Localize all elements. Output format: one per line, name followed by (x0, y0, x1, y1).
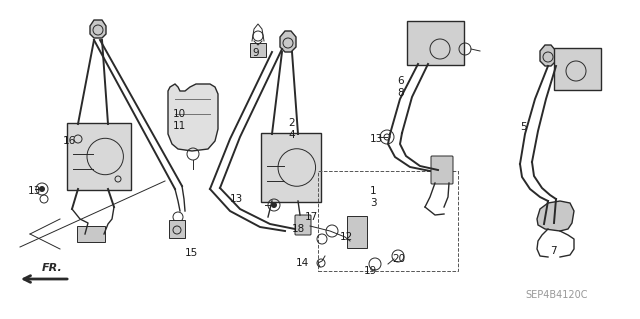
Text: 3: 3 (370, 198, 376, 208)
Text: 13: 13 (28, 186, 41, 196)
Circle shape (39, 186, 45, 192)
Text: 19: 19 (364, 266, 377, 276)
Bar (318, 171, 458, 271)
FancyBboxPatch shape (295, 215, 311, 235)
FancyBboxPatch shape (169, 220, 185, 238)
Bar (250, 43, 266, 57)
Text: 14: 14 (296, 258, 309, 268)
Text: 7: 7 (550, 246, 557, 256)
Text: 1: 1 (370, 186, 376, 196)
Text: 18: 18 (292, 224, 305, 234)
Circle shape (271, 202, 277, 208)
Text: 4: 4 (288, 130, 294, 140)
FancyBboxPatch shape (347, 216, 367, 248)
Text: 5: 5 (520, 122, 527, 132)
Text: 12: 12 (340, 232, 353, 242)
FancyBboxPatch shape (261, 133, 321, 202)
FancyBboxPatch shape (407, 21, 464, 65)
Text: 6: 6 (397, 76, 404, 86)
Text: 17: 17 (305, 212, 318, 222)
Text: 16: 16 (63, 136, 76, 146)
Text: 15: 15 (185, 248, 198, 258)
Text: FR.: FR. (42, 263, 62, 273)
FancyBboxPatch shape (77, 226, 105, 242)
Text: 9: 9 (252, 48, 259, 58)
Polygon shape (280, 31, 296, 52)
Text: 10: 10 (173, 109, 186, 119)
FancyBboxPatch shape (67, 123, 131, 190)
Text: 8: 8 (397, 88, 404, 98)
Polygon shape (537, 201, 574, 231)
Text: 13: 13 (370, 134, 383, 144)
Polygon shape (90, 20, 106, 38)
Text: 11: 11 (173, 121, 186, 131)
FancyBboxPatch shape (431, 156, 453, 184)
Polygon shape (540, 45, 556, 66)
Text: SEP4B4120C: SEP4B4120C (525, 290, 588, 300)
Text: 20: 20 (392, 254, 405, 264)
Text: 2: 2 (288, 118, 294, 128)
FancyBboxPatch shape (554, 48, 601, 90)
Text: 13: 13 (230, 194, 243, 204)
Polygon shape (168, 84, 218, 151)
